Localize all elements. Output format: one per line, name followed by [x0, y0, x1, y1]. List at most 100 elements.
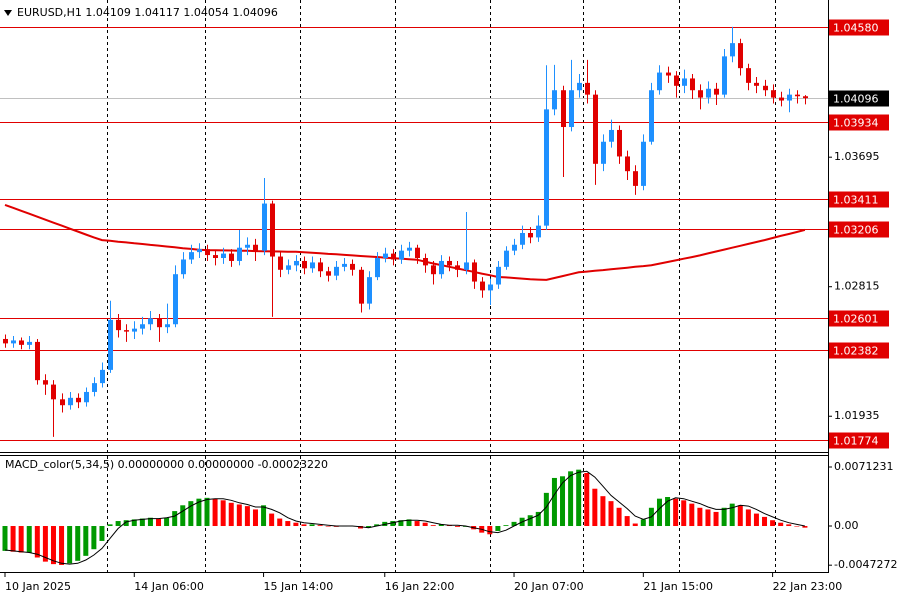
candle-body: [593, 94, 598, 164]
macd-bar: [26, 526, 32, 553]
candle-body: [318, 262, 323, 272]
candle-body: [391, 253, 396, 260]
macd-bar: [164, 517, 170, 527]
candle-body: [464, 262, 469, 270]
candle-body: [601, 141, 606, 164]
macd-bar: [616, 507, 622, 527]
candle-body: [787, 94, 792, 101]
candle-body: [544, 109, 549, 226]
candle-body: [666, 72, 671, 76]
macd-bar: [454, 526, 460, 527]
candle-body: [253, 244, 258, 251]
candle-body: [92, 383, 97, 392]
candle-body: [197, 249, 202, 253]
macd-bar: [535, 511, 541, 527]
macd-bar: [721, 507, 727, 527]
candle-body: [124, 330, 129, 332]
candle-body: [569, 90, 574, 128]
macd-bar: [511, 521, 517, 527]
x-tick-label: 10 Jan 2025: [5, 580, 71, 593]
candle-body: [84, 391, 89, 403]
macd-bar: [309, 524, 315, 527]
macd-bar: [131, 519, 137, 527]
candle-body: [617, 129, 622, 157]
level-label: 1.03411: [833, 194, 879, 207]
y-tick-label: 1.02815: [834, 280, 880, 293]
x-tick-label: 14 Jan 06:00: [134, 580, 204, 593]
macd-bar: [438, 524, 444, 527]
macd-bar: [196, 498, 202, 527]
macd-bar: [366, 526, 372, 528]
macd-bar: [147, 517, 153, 527]
macd-pane: [2, 469, 808, 565]
candle-body: [754, 82, 759, 86]
candle-body: [609, 129, 614, 142]
candle-body: [350, 263, 355, 270]
macd-bar: [2, 526, 8, 551]
candle-body: [278, 256, 283, 270]
candle-body: [488, 284, 493, 291]
macd-bar: [786, 524, 792, 527]
x-tick-label: 20 Jan 07:00: [514, 580, 584, 593]
macd-bar: [802, 526, 808, 528]
last-price-label: 1.04096: [833, 93, 879, 106]
candle-body: [472, 262, 477, 282]
macd-bar: [794, 526, 800, 527]
macd-bar: [753, 513, 759, 527]
macd-bar: [705, 509, 711, 527]
macd-bar: [34, 526, 40, 558]
macd-bar: [495, 526, 501, 531]
macd-bar: [681, 500, 687, 527]
macd-bar: [244, 506, 250, 527]
macd-bar: [212, 498, 218, 527]
price-axis-bg: [829, 0, 900, 600]
macd-signal-line: [4, 470, 805, 565]
candle-body: [19, 340, 24, 345]
macd-bar: [317, 525, 323, 527]
level-label: 1.02382: [833, 345, 879, 358]
candle-body: [367, 277, 372, 304]
macd-bar: [527, 515, 533, 527]
level-label-box: [829, 19, 889, 36]
y-tick-label: 0.00: [834, 519, 859, 532]
macd-bar: [503, 525, 509, 527]
candle-body: [690, 78, 695, 91]
candle-body: [423, 258, 428, 266]
candle-body: [730, 43, 735, 57]
candle-body: [286, 265, 291, 270]
candle-body: [625, 156, 630, 172]
frame: [0, 0, 829, 573]
candle-body: [342, 263, 347, 267]
macd-bar: [139, 518, 145, 527]
candle-body: [27, 341, 32, 345]
macd-bar: [673, 498, 679, 527]
macd-bar: [689, 503, 695, 527]
candle-body: [221, 253, 226, 259]
candle-body: [302, 260, 307, 269]
level-label-box: [829, 191, 889, 208]
candle-body: [359, 269, 364, 304]
symbol-header: EURUSD,H1 1.04109 1.04117 1.04054 1.0409…: [17, 6, 278, 19]
macd-bar: [107, 524, 113, 527]
macd-bar: [83, 526, 89, 556]
macd-bar: [713, 511, 719, 527]
candle-body: [245, 244, 250, 248]
macd-bar: [285, 521, 291, 527]
macd-bar: [568, 471, 574, 527]
level-label-box: [829, 221, 889, 238]
macd-bar: [584, 472, 590, 527]
macd-bar: [422, 522, 428, 527]
day-separators: [107, 0, 776, 572]
macd-bar: [325, 526, 331, 527]
macd-bar: [778, 522, 784, 527]
y-tick-label: 0.0071231: [834, 460, 894, 473]
level-label: 1.04580: [833, 22, 879, 35]
candle-body: [714, 88, 719, 95]
macd-bar: [745, 509, 751, 527]
level-label-box: [829, 114, 889, 131]
macd-bar: [762, 516, 768, 527]
candle-body: [455, 265, 460, 270]
candle-body: [383, 253, 388, 259]
macd-bar: [665, 497, 671, 527]
candle-body: [334, 266, 339, 276]
